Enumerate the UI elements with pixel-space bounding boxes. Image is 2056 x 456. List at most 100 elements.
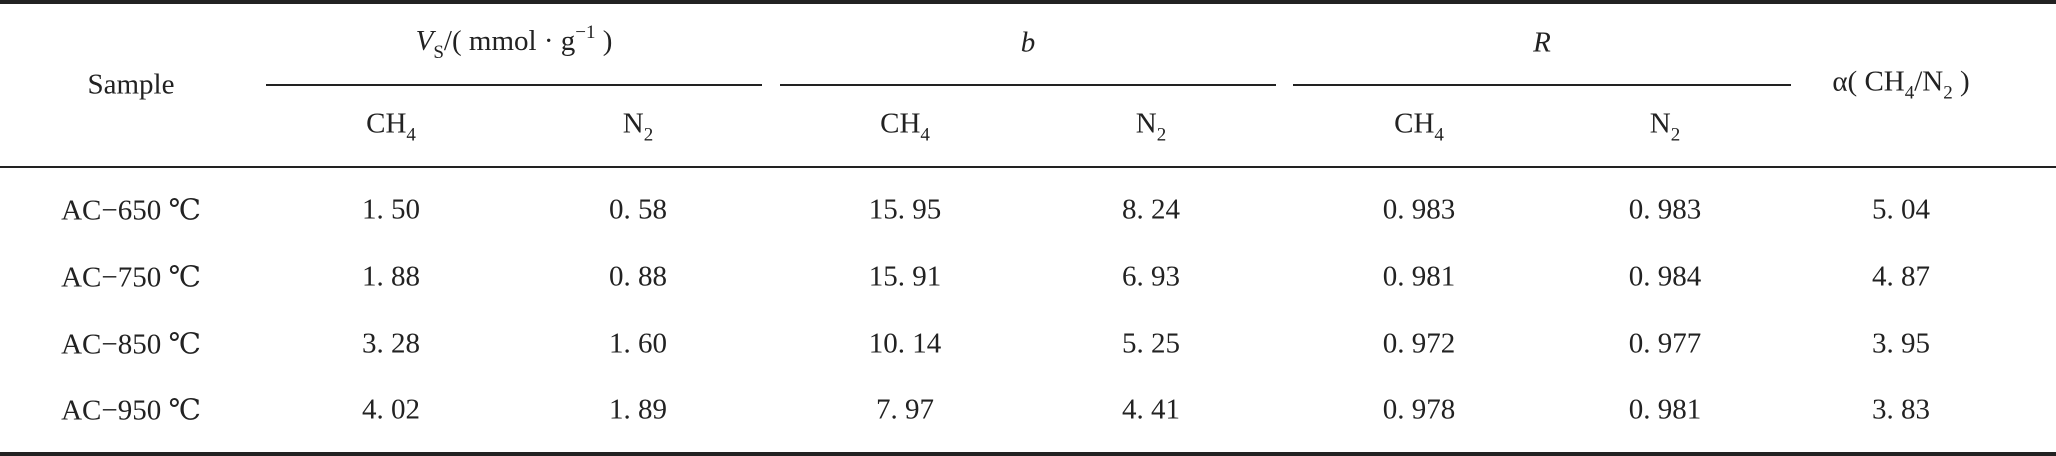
text-part: CH [366, 107, 407, 140]
text-part: 0. 984 [1628, 260, 1702, 293]
value-cell: 4. 02 [362, 394, 420, 427]
text-part: 3. 83 [1872, 393, 1930, 426]
text-part: N [622, 107, 644, 140]
text-part: ) [595, 25, 613, 57]
value-cell: 3. 95 [1872, 328, 1930, 361]
text-part: 5. 04 [1872, 193, 1930, 226]
value-cell: 1. 89 [609, 394, 667, 427]
column-header: CH4 [366, 108, 416, 147]
text-part: 0. 58 [609, 193, 667, 226]
text-part: 2 [1670, 124, 1681, 146]
value-cell: 0. 983 [1383, 194, 1456, 227]
text-part: 2 [1943, 82, 1953, 104]
value-cell: 8. 24 [1122, 194, 1180, 227]
text-part: 3. 95 [1872, 327, 1930, 360]
text-part: −1 [575, 22, 596, 43]
value-cell: 0. 983 [1629, 194, 1702, 227]
group-header: VS/( mmol · g−1 ) [416, 22, 613, 64]
text-part: N [1649, 107, 1671, 140]
text-part: 0. 983 [1628, 193, 1702, 226]
value-cell: 1. 60 [609, 328, 667, 361]
sample-header: Sample [88, 69, 175, 102]
value-cell: 5. 04 [1872, 194, 1930, 227]
text-part: ) [1952, 65, 1970, 98]
text-part: 6. 93 [1122, 260, 1180, 293]
sample-name: AC−950 ℃ [61, 393, 201, 428]
sample-name: AC−750 ℃ [61, 260, 201, 295]
text-part: 4. 87 [1872, 260, 1930, 293]
top-rule [0, 0, 2056, 4]
text-part: 2 [643, 124, 654, 146]
text-part: 10. 14 [868, 327, 942, 360]
text-part: 8. 24 [1122, 193, 1180, 226]
value-cell: 1. 50 [362, 194, 420, 227]
text-part: 4 [1434, 124, 1444, 146]
text-part: AC−750 ℃ [61, 261, 201, 294]
text-part: R [1533, 26, 1551, 59]
text-part: CH [1394, 107, 1435, 140]
group-rule [780, 84, 1276, 86]
text-part: CH [880, 107, 921, 140]
text-part: 0. 981 [1628, 393, 1702, 426]
value-cell: 1. 88 [362, 261, 420, 294]
value-cell: 4. 87 [1872, 261, 1930, 294]
value-cell: 0. 58 [609, 194, 667, 227]
text-part: 1. 60 [609, 327, 667, 360]
text-part: 15. 95 [868, 193, 942, 226]
bottom-rule [0, 452, 2056, 456]
header-rule [0, 166, 2056, 168]
text-part: 4 [1904, 82, 1915, 104]
value-cell: 15. 91 [869, 261, 942, 294]
text-part: 0. 981 [1382, 260, 1456, 293]
column-header: N2 [1650, 108, 1680, 147]
value-cell: 0. 972 [1383, 328, 1456, 361]
value-cell: 0. 88 [609, 261, 667, 294]
group-rule [1293, 84, 1791, 86]
text-part: α( CH [1832, 65, 1905, 98]
text-part: 4. 41 [1122, 393, 1180, 426]
text-part: 15. 91 [868, 260, 942, 293]
value-cell: 0. 977 [1629, 328, 1702, 361]
text-part: 0. 978 [1382, 393, 1456, 426]
text-part: S [433, 42, 444, 63]
column-header: CH4 [1394, 108, 1444, 147]
text-part: 2 [1156, 124, 1167, 146]
value-cell: 15. 95 [869, 194, 942, 227]
text-part: Sample [87, 68, 175, 101]
value-cell: 6. 93 [1122, 261, 1180, 294]
value-cell: 3. 83 [1872, 394, 1930, 427]
alpha-header: α( CH4/N2 ) [1832, 66, 1969, 105]
column-header: N2 [1136, 108, 1166, 147]
value-cell: 7. 97 [876, 394, 934, 427]
text-part: 1. 88 [362, 260, 420, 293]
value-cell: 10. 14 [869, 328, 942, 361]
text-part: 0. 977 [1628, 327, 1702, 360]
sample-name: AC−650 ℃ [61, 193, 201, 228]
text-part: 0. 983 [1382, 193, 1456, 226]
text-part: /( mmol · g [443, 25, 576, 57]
text-part: 1. 89 [609, 393, 667, 426]
text-part: 3. 28 [362, 327, 420, 360]
text-part: AC−650 ℃ [61, 194, 201, 227]
value-cell: 4. 41 [1122, 394, 1180, 427]
text-part: AC−850 ℃ [61, 328, 201, 361]
text-part: 0. 88 [609, 260, 667, 293]
text-part: V [415, 25, 434, 57]
value-cell: 5. 25 [1122, 328, 1180, 361]
value-cell: 0. 984 [1629, 261, 1702, 294]
value-cell: 0. 981 [1383, 261, 1456, 294]
text-part: N [1135, 107, 1157, 140]
value-cell: 0. 978 [1383, 394, 1456, 427]
column-header: N2 [623, 108, 653, 147]
text-part: 4 [406, 124, 416, 146]
text-part: AC−950 ℃ [61, 394, 201, 427]
value-cell: 3. 28 [362, 328, 420, 361]
column-header: CH4 [880, 108, 930, 147]
text-part: 4. 02 [362, 393, 420, 426]
text-part: 5. 25 [1122, 327, 1180, 360]
text-part: 1. 50 [362, 193, 420, 226]
text-part: b [1020, 26, 1036, 59]
text-part: 4 [920, 124, 930, 146]
group-header: b [1021, 27, 1036, 60]
